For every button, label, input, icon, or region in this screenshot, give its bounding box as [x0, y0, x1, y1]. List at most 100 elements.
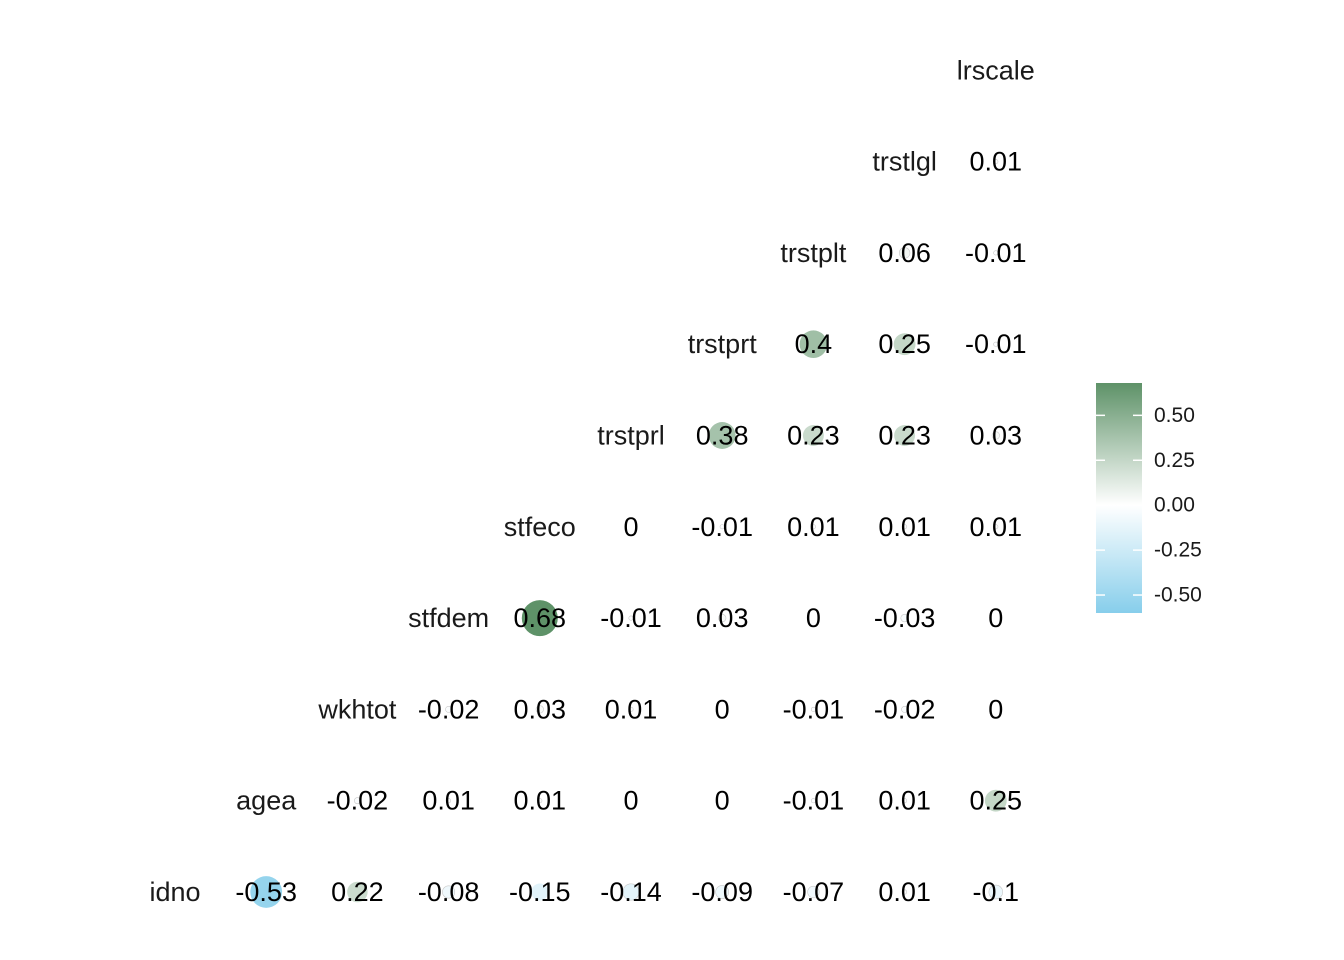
corr-circle-stfeco-agea — [537, 798, 543, 804]
corr-circle-stfeco-wkhtot — [535, 705, 544, 714]
variable-label-agea: agea — [236, 786, 297, 816]
corr-circle-stfeco-idno — [531, 883, 549, 901]
variable-label-trstplt: trstplt — [780, 238, 847, 268]
corr-circle-trstlgl-stfdem — [900, 614, 909, 623]
corr-value-lrscale-idno: -0.1 — [973, 877, 1020, 907]
corr-value-lrscale-stfdem: 0 — [988, 603, 1003, 633]
corr-circle-lrscale-agea — [984, 789, 1007, 812]
corr-value-trstprt-stfdem: 0.03 — [696, 603, 749, 633]
corr-circle-lrscale-trstplt — [993, 250, 999, 256]
corr-circle-lrscale-idno — [988, 884, 1003, 900]
corr-circle-trstplt-stfeco — [810, 524, 816, 530]
corr-value-trstprl-stfdem: -0.01 — [600, 603, 662, 633]
corr-value-trstprt-trstprl: 0.38 — [696, 421, 749, 451]
corr-circle-trstlgl-idno — [902, 889, 908, 895]
corr-circle-stfeco-stfdem — [521, 600, 558, 637]
corr-value-stfdem-idno: -0.08 — [418, 877, 480, 907]
variable-label-idno: idno — [149, 877, 200, 907]
corr-value-trstplt-stfdem: 0 — [806, 603, 821, 633]
variable-label-trstlgl: trstlgl — [872, 147, 937, 177]
corr-circle-lrscale-trstprt — [993, 341, 999, 347]
corr-circle-trstlgl-stfeco — [902, 524, 908, 530]
corr-value-trstprt-wkhtot: 0 — [715, 694, 730, 724]
labels-layer: idno agea wkhtot stfdem stfeco trstprl trstprt… — [149, 55, 1034, 907]
corr-value-trstlgl-stfdem: -0.03 — [874, 603, 936, 633]
corr-value-trstplt-wkhtot: -0.01 — [783, 694, 845, 724]
legend-tick-label-4: -0.50 — [1154, 584, 1202, 607]
corr-value-wkhtot-idno: 0.22 — [331, 877, 384, 907]
corr-value-stfeco-idno: -0.15 — [509, 877, 571, 907]
corr-value-stfdem-wkhtot: -0.02 — [418, 694, 480, 724]
corr-value-lrscale-trstprt: -0.01 — [965, 329, 1027, 359]
corr-circle-lrscale-trstprl — [991, 431, 1000, 440]
corr-circle-lrscale-stfeco — [993, 524, 999, 530]
corr-value-trstprl-agea: 0 — [623, 786, 638, 816]
corr-value-trstprl-idno: -0.14 — [600, 877, 662, 907]
corr-value-trstlgl-idno: 0.01 — [878, 877, 931, 907]
corr-value-lrscale-trstprl: 0.03 — [970, 421, 1023, 451]
corr-circle-trstplt-trstprl — [802, 425, 824, 446]
corr-value-lrscale-wkhtot: 0 — [988, 694, 1003, 724]
corr-circle-lrscale-trstlgl — [993, 159, 999, 165]
legend-tick-label-2: 0.00 — [1154, 494, 1195, 517]
corr-value-stfeco-wkhtot: 0.03 — [514, 694, 567, 724]
corr-value-trstprl-wkhtot: 0.01 — [605, 694, 658, 724]
corr-circle-trstplt-idno — [807, 885, 820, 899]
corr-circle-wkhtot-idno — [347, 881, 368, 903]
corr-circle-stfdem-agea — [446, 798, 452, 804]
variable-label-wkhtot: wkhtot — [317, 694, 397, 724]
corr-circle-stfdem-wkhtot — [445, 706, 452, 713]
corr-value-trstlgl-trstprt: 0.25 — [878, 329, 931, 359]
corr-circle-trstlgl-wkhtot — [901, 706, 908, 713]
variable-label-trstprl: trstprl — [597, 421, 665, 451]
corr-value-trstplt-stfeco: 0.01 — [787, 512, 840, 542]
corr-value-lrscale-trstlgl: 0.01 — [970, 147, 1023, 177]
corr-circle-wkhtot-agea — [354, 797, 361, 805]
variable-label-stfeco: stfeco — [504, 512, 576, 542]
corr-value-stfeco-stfdem: 0.68 — [514, 603, 567, 633]
legend: 0.50 0.25 0.00 -0.25 -0.50 — [1096, 383, 1202, 613]
corr-value-trstlgl-trstprl: 0.23 — [878, 421, 931, 451]
corr-circle-trstplt-wkhtot — [810, 706, 816, 712]
corr-circle-trstlgl-trstplt — [898, 247, 911, 259]
corr-value-lrscale-stfeco: 0.01 — [970, 512, 1023, 542]
corr-value-trstplt-agea: -0.01 — [783, 786, 845, 816]
corr-value-wkhtot-agea: -0.02 — [327, 786, 389, 816]
corr-value-trstplt-trstprl: 0.23 — [787, 421, 840, 451]
corr-circle-trstprt-stfdem — [718, 614, 727, 623]
corr-circle-trstprt-stfeco — [719, 524, 725, 530]
corr-circle-trstplt-trstprt — [799, 330, 828, 359]
corr-value-trstlgl-trstplt: 0.06 — [878, 238, 931, 268]
variable-label-stfdem: stfdem — [408, 603, 489, 633]
corr-value-agea-idno: -0.53 — [235, 877, 297, 907]
corr-circle-trstlgl-agea — [902, 798, 908, 804]
corr-value-trstlgl-agea: 0.01 — [878, 786, 931, 816]
corr-circle-stfdem-idno — [442, 885, 456, 899]
variable-label-trstprt: trstprt — [688, 329, 758, 359]
corr-value-trstlgl-stfeco: 0.01 — [878, 512, 931, 542]
corr-circle-trstprt-idno — [715, 885, 730, 899]
corr-circle-trstprt-trstprl — [708, 422, 736, 449]
corr-circle-trstlgl-trstprt — [893, 333, 916, 356]
corr-value-lrscale-agea: 0.25 — [970, 786, 1023, 816]
legend-tick-label-1: 0.25 — [1154, 449, 1195, 472]
corr-value-stfdem-agea: 0.01 — [422, 786, 475, 816]
corr-value-trstprt-idno: -0.09 — [691, 877, 753, 907]
corr-value-lrscale-trstplt: -0.01 — [965, 238, 1027, 268]
corr-value-stfeco-agea: 0.01 — [514, 786, 567, 816]
circles-layer — [250, 159, 1007, 908]
corr-value-trstprt-agea: 0 — [715, 786, 730, 816]
legend-tick-label-0: 0.50 — [1154, 404, 1195, 427]
corr-circle-trstprl-wkhtot — [628, 706, 634, 712]
corr-value-trstprt-stfeco: -0.01 — [691, 512, 753, 542]
corr-circle-trstprl-idno — [622, 883, 640, 901]
corr-value-trstprl-stfeco: 0 — [623, 512, 638, 542]
corr-value-trstplt-trstprt: 0.4 — [795, 329, 833, 359]
corr-value-trstlgl-wkhtot: -0.02 — [874, 694, 936, 724]
corr-circle-agea-idno — [250, 876, 283, 908]
legend-color-bar — [1096, 383, 1142, 613]
legend-tick-label-3: -0.25 — [1154, 539, 1202, 562]
corr-circle-trstplt-agea — [810, 798, 816, 804]
variable-label-lrscale: lrscale — [957, 55, 1035, 85]
